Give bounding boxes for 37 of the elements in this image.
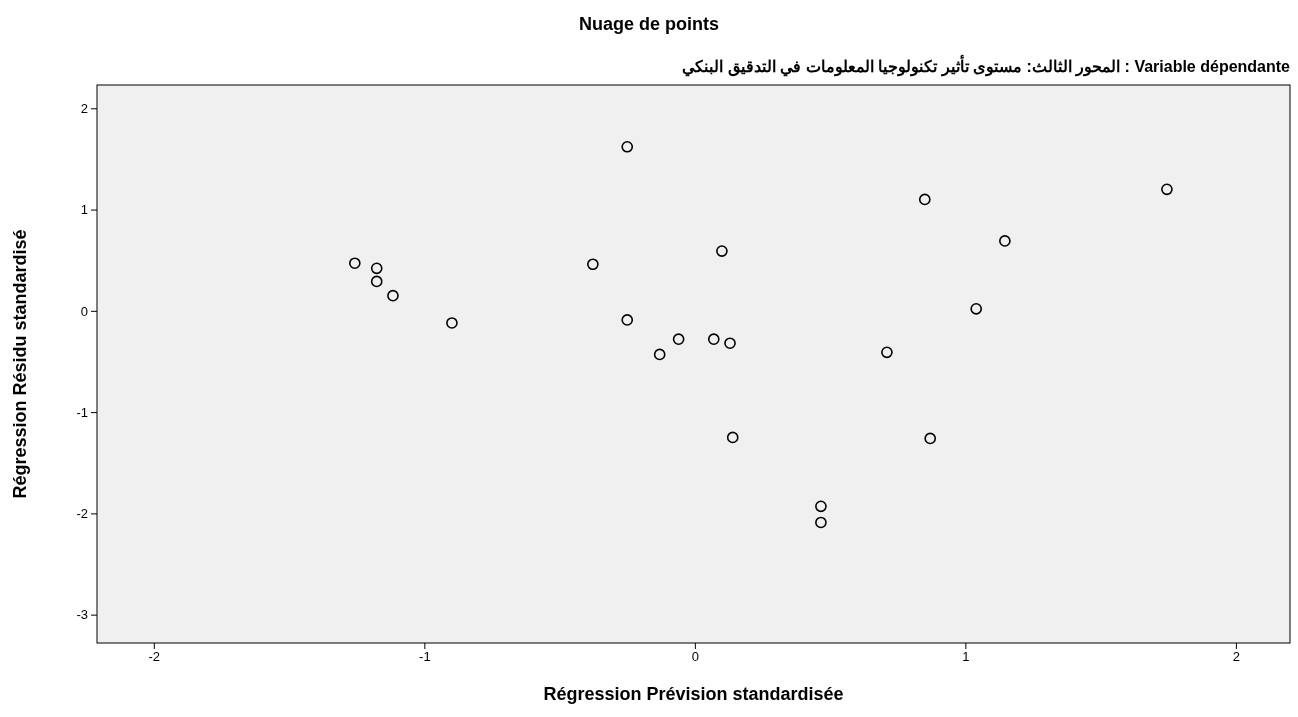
y-axis-title: Régression Résidu standardisé	[10, 229, 30, 499]
point	[918, 193, 931, 206]
y-tick-label: -1	[76, 404, 88, 420]
point	[621, 140, 634, 153]
point	[370, 262, 383, 275]
point	[716, 245, 728, 257]
point	[587, 258, 599, 271]
point	[999, 235, 1011, 247]
point	[672, 333, 685, 346]
y-tick-label: -3	[76, 607, 88, 623]
point	[881, 346, 893, 359]
y-tick-label: 1	[80, 202, 88, 218]
x-tick-label: 1	[962, 649, 970, 665]
point	[924, 432, 937, 445]
x-tick-label: 2	[1232, 649, 1241, 665]
point	[970, 302, 983, 315]
x-tick-label: -1	[419, 649, 431, 665]
point	[621, 314, 634, 326]
point	[707, 333, 720, 346]
x-tick-label: 0	[691, 649, 699, 665]
y-tick-label: 2	[80, 100, 88, 116]
point	[348, 257, 361, 270]
point	[370, 275, 383, 288]
point	[815, 500, 827, 513]
point	[726, 431, 739, 444]
point	[724, 337, 736, 350]
chart-subtitle: Variable dépendante : المحور الثالث: مستوى تأثير تكنولوجيا المعلومات في التدقيق البنكي	[682, 54, 1291, 77]
y-tick-label: 0	[80, 303, 88, 319]
point	[1161, 183, 1173, 196]
y-tick-label: -2	[76, 506, 88, 522]
chart-title: Nuage de points	[578, 14, 720, 34]
x-axis-title: Régression Prévision standardisée	[543, 684, 844, 704]
point	[387, 289, 399, 302]
point	[446, 317, 458, 329]
x-tick-label: -2	[148, 649, 161, 665]
point	[653, 348, 666, 361]
point	[815, 516, 827, 529]
